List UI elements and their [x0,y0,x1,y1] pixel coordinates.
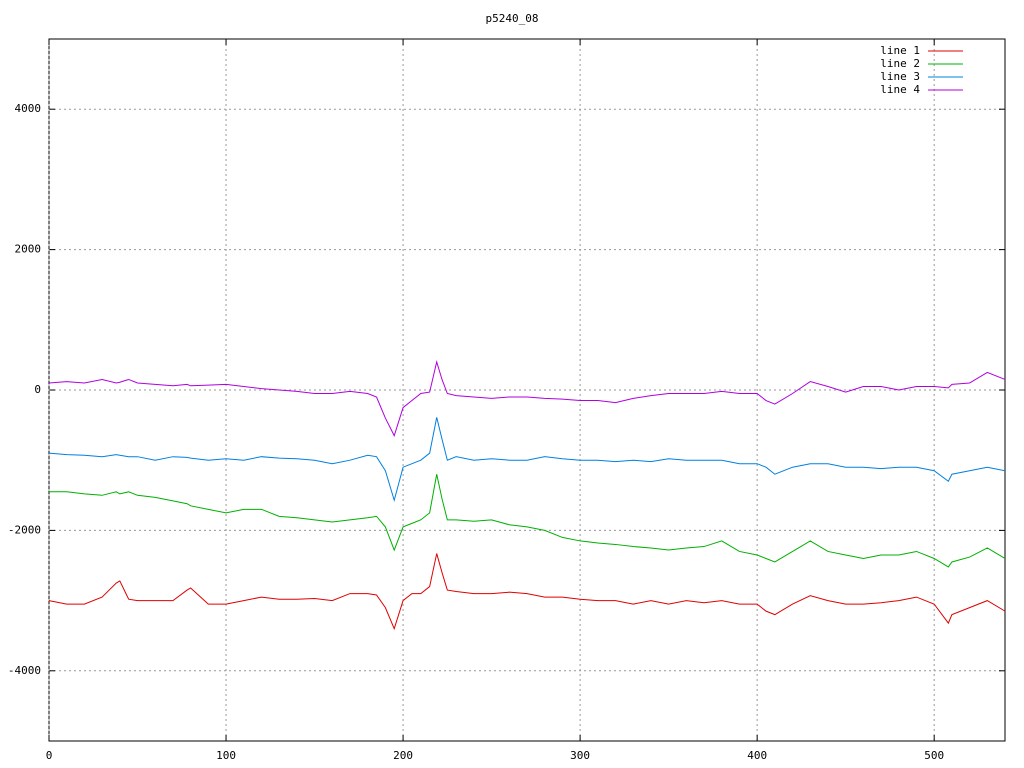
y-tick-label: -4000 [8,664,41,677]
data-line [48,553,1006,631]
x-tick-label: 300 [570,749,590,762]
data-line [49,474,1006,568]
legend-label: line 4 [880,83,920,96]
y-tick-label: 2000 [15,243,42,256]
data-line [48,417,1006,503]
legend-label: line 1 [880,44,920,57]
x-tick-label: 500 [924,749,944,762]
x-tick-label: 400 [747,749,767,762]
y-tick-label: -2000 [8,523,41,536]
x-tick-label: 200 [393,749,413,762]
legend-label: line 3 [880,70,920,83]
y-tick-label: 4000 [15,102,42,115]
legend-label: line 2 [880,57,920,70]
plot-frame [48,38,1006,742]
x-tick-label: 100 [216,749,236,762]
x-tick-label: 0 [46,749,53,762]
chart-title: p5240_08 [486,12,539,25]
data-line [48,359,1006,437]
y-tick-label: 0 [34,383,41,396]
